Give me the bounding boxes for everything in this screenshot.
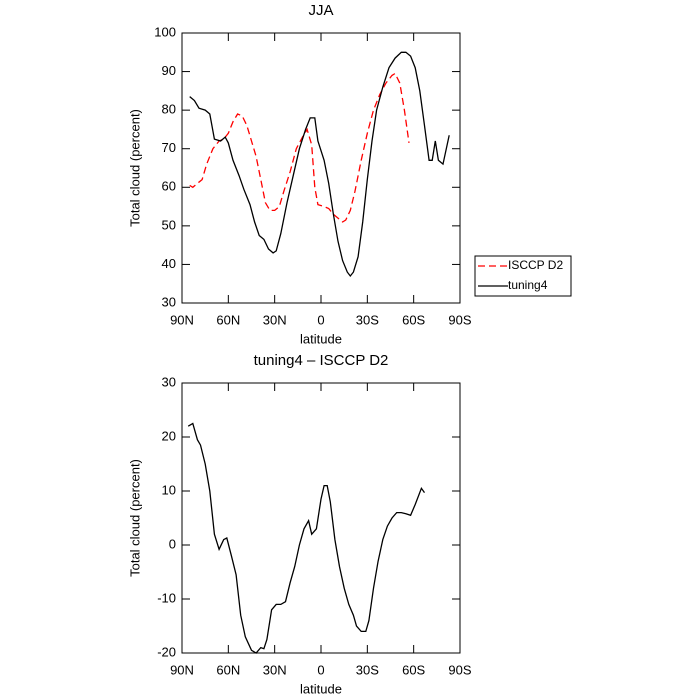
- x-tick-label: 30N: [263, 662, 287, 677]
- x-axis-label: latitude: [300, 681, 342, 696]
- y-tick-label: 30: [162, 294, 176, 309]
- x-tick-label: 0: [317, 312, 324, 327]
- legend-label: ISCCP D2: [508, 258, 563, 272]
- legend-box: [474, 255, 572, 297]
- chart-title: tuning4 – ISCCP D2: [254, 352, 389, 369]
- x-tick-label: 90N: [170, 662, 194, 677]
- x-tick-label: 60N: [216, 312, 240, 327]
- data-line: [189, 72, 410, 223]
- y-tick-label: -10: [157, 590, 176, 605]
- x-tick-label: 30S: [356, 312, 379, 327]
- y-tick-label: -20: [157, 644, 176, 659]
- y-tick-label: 30: [162, 374, 176, 389]
- data-line: [187, 422, 426, 654]
- y-tick-label: 70: [162, 140, 176, 155]
- y-tick-label: 20: [162, 428, 176, 443]
- x-tick-label: 60N: [216, 662, 240, 677]
- plot-frame: [181, 382, 461, 654]
- y-tick-label: 50: [162, 217, 176, 232]
- x-tick-label: 30N: [263, 312, 287, 327]
- x-tick-label: 60S: [402, 312, 425, 327]
- x-tick-label: 60S: [402, 662, 425, 677]
- data-line: [189, 51, 450, 278]
- y-tick-label: 60: [162, 179, 176, 194]
- x-tick-label: 0: [317, 662, 324, 677]
- y-tick-label: 40: [162, 256, 176, 271]
- y-tick-label: 0: [169, 536, 176, 551]
- y-tick-label: 10: [162, 482, 176, 497]
- y-tick-label: 80: [162, 102, 176, 117]
- y-axis-label: Total cloud (percent): [127, 459, 142, 577]
- legend-label: tuning4: [508, 278, 548, 292]
- y-axis-label: Total cloud (percent): [127, 109, 142, 227]
- x-axis-label: latitude: [300, 331, 342, 346]
- y-tick-label: 100: [154, 24, 176, 39]
- plot-frame: [181, 32, 461, 304]
- chart-title: JJA: [308, 2, 333, 19]
- x-tick-label: 90N: [170, 312, 194, 327]
- x-tick-label: 90S: [448, 312, 471, 327]
- x-tick-label: 30S: [356, 662, 379, 677]
- x-tick-label: 90S: [448, 662, 471, 677]
- y-tick-label: 90: [162, 63, 176, 78]
